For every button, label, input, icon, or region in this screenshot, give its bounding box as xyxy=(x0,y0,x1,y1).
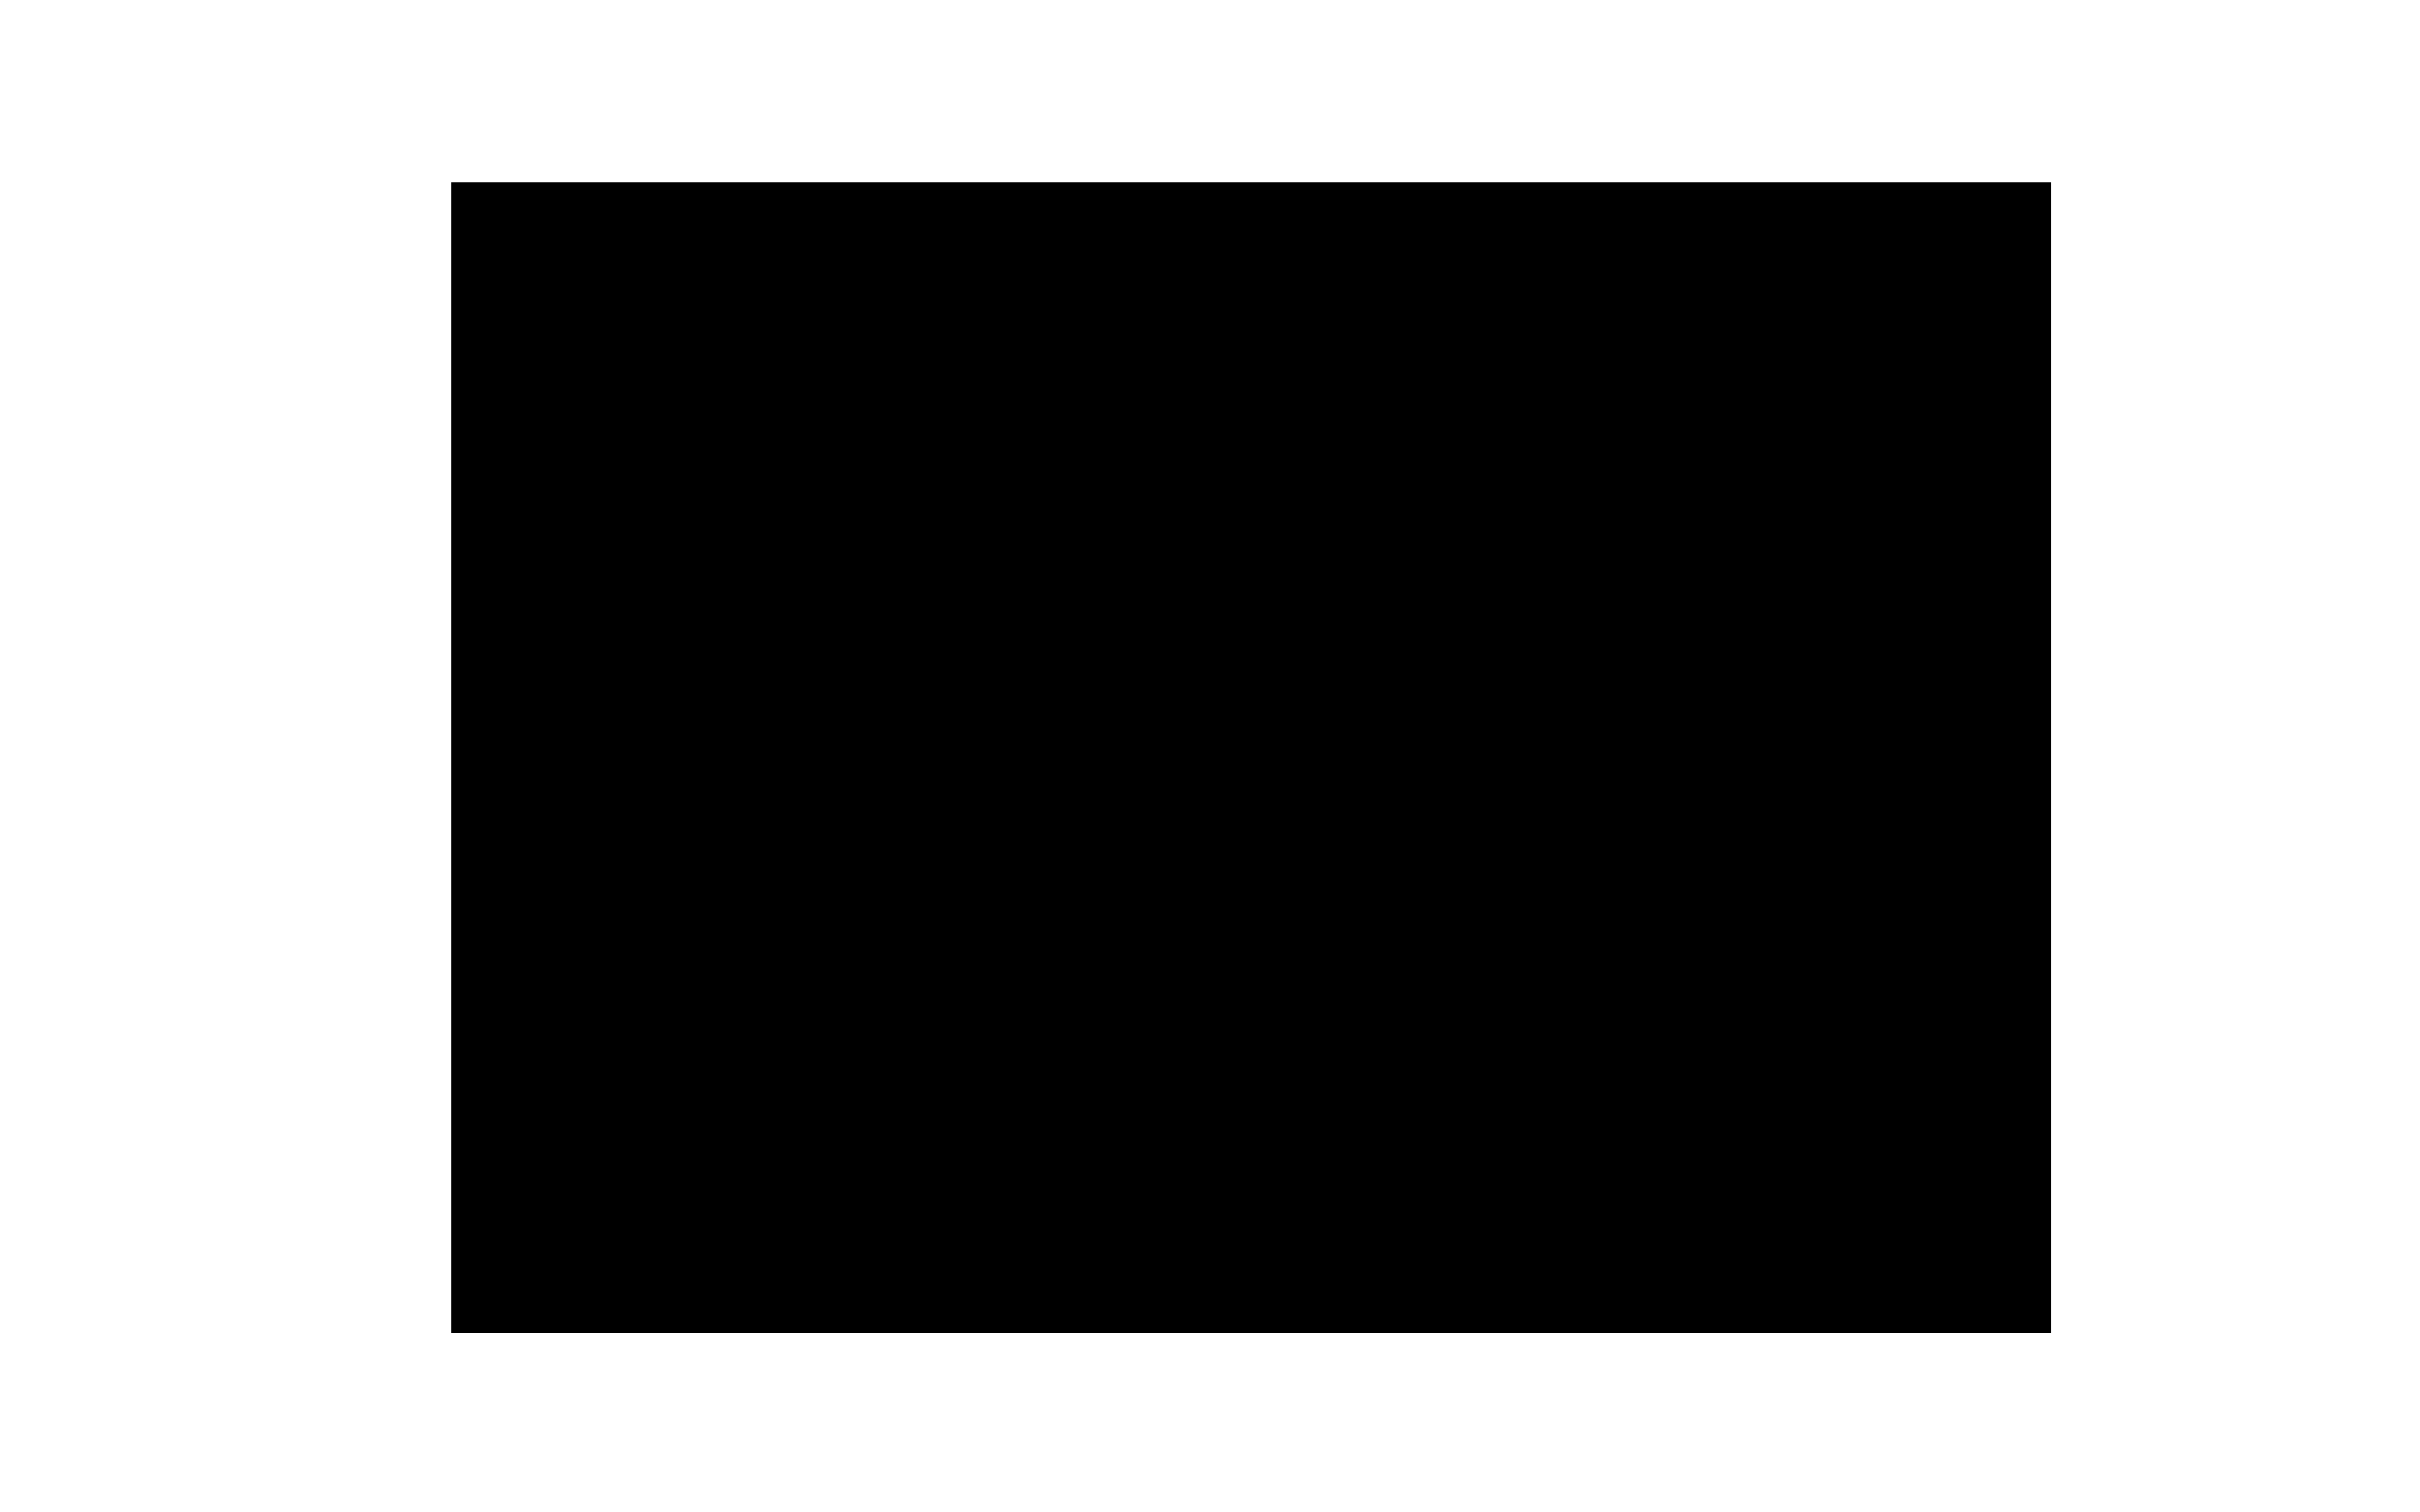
cloud-background xyxy=(451,182,2051,1333)
